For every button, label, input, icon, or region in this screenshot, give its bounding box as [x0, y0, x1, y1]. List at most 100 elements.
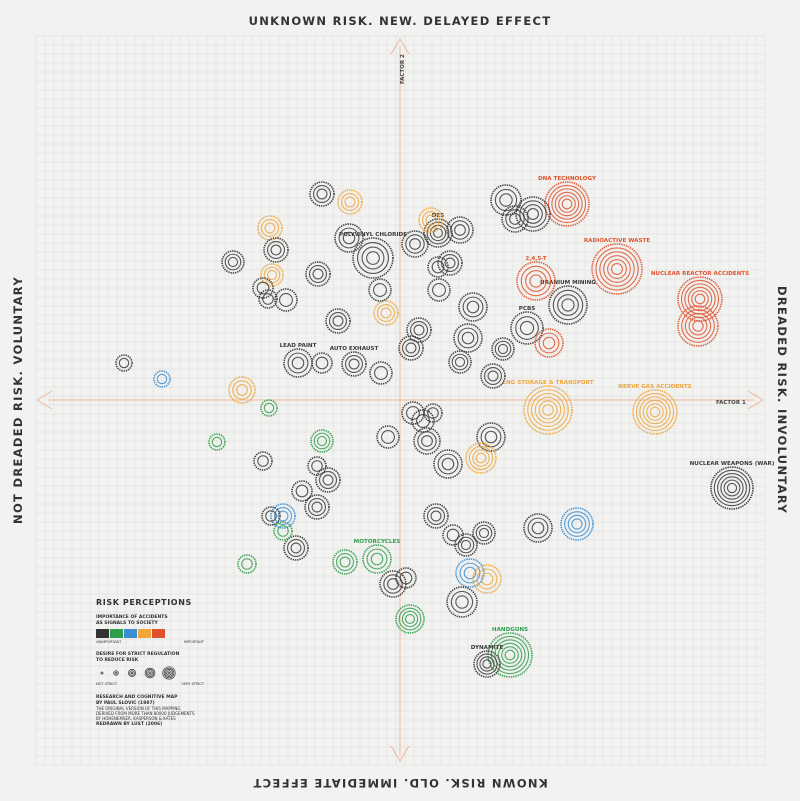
marker-ring — [270, 244, 282, 256]
marker-ring — [462, 296, 484, 318]
marker-ring — [427, 278, 451, 302]
marker-ring — [273, 506, 293, 526]
marker-ring — [523, 513, 553, 543]
marker-ring — [261, 506, 281, 526]
marker-ring — [312, 268, 324, 280]
marker-ring — [446, 216, 474, 244]
marker-ring — [480, 572, 494, 586]
risk-marker: PCBS — [510, 306, 544, 345]
marker-ring — [266, 269, 278, 281]
marker-ring — [713, 469, 751, 507]
risk-label: DNA TECHNOLOGY — [538, 176, 597, 182]
marker-ring — [252, 277, 274, 299]
marker-ring — [519, 200, 547, 228]
marker-ring — [283, 535, 309, 561]
marker-ring — [457, 536, 475, 554]
risk-marker — [454, 533, 478, 557]
marker-ring — [460, 539, 472, 551]
legend-regulation-label-2: TO REDUCE RISK — [96, 657, 139, 663]
marker-ring — [427, 256, 449, 278]
marker-ring — [491, 337, 515, 361]
marker-ring — [237, 554, 257, 574]
marker-ring — [287, 352, 309, 374]
marker-ring — [525, 270, 547, 292]
marker-ring — [448, 350, 472, 374]
marker-ring — [383, 574, 403, 594]
regulation-min-label: NOT STRICT — [96, 682, 118, 686]
marker-ring — [480, 426, 502, 448]
marker-ring — [342, 231, 356, 245]
edge-label-right: DREADED RISK. INVOLUNTARY — [775, 286, 789, 514]
marker-ring — [441, 457, 455, 471]
marker-ring — [692, 320, 704, 332]
risk-label: RADIOACTIVE WASTE — [584, 238, 650, 244]
risk-marker: POLYVINYL CHLORIDE — [339, 232, 407, 279]
marker-ring — [607, 259, 627, 279]
marker-ring — [381, 430, 395, 444]
marker-ring — [591, 243, 643, 295]
marker-ring — [274, 288, 298, 312]
marker-ring — [406, 317, 432, 343]
credits-line-2: DERIVED FROM MORE THAN 80000 JUDGEMENTS — [96, 711, 195, 716]
marker-ring — [547, 184, 587, 224]
marker-ring — [561, 298, 575, 312]
marker-ring — [387, 578, 399, 590]
risk-marker — [433, 449, 463, 479]
risk-marker — [310, 429, 334, 453]
marker-ring — [273, 521, 293, 541]
marker-ring — [677, 305, 719, 347]
factor1-label: FACTOR 1 — [716, 400, 746, 406]
marker-ring — [542, 336, 556, 350]
marker-ring — [339, 556, 351, 568]
marker-ring — [454, 356, 466, 368]
regulation-ring — [113, 670, 119, 676]
marker-ring — [404, 613, 415, 624]
marker-ring — [538, 400, 558, 420]
marker-ring — [476, 422, 506, 452]
marker-ring — [717, 473, 747, 503]
marker-ring — [552, 289, 584, 321]
risk-marker — [368, 278, 392, 302]
marker-ring — [427, 407, 439, 419]
marker-ring — [538, 332, 560, 354]
regulation-ring — [167, 671, 171, 675]
marker-ring — [328, 311, 348, 331]
risk-marker: 2,4,5-T — [516, 256, 556, 301]
marker-ring — [466, 300, 480, 314]
marker-ring — [450, 590, 474, 614]
risk-marker: DNA TECHNOLOGY — [538, 176, 597, 227]
marker-ring — [461, 331, 475, 345]
marker-ring — [318, 470, 338, 490]
marker-ring — [373, 283, 387, 297]
marker-ring — [310, 429, 334, 453]
risk-marker — [423, 403, 443, 423]
marker-ring — [356, 242, 389, 275]
risk-marker — [311, 352, 333, 374]
risk-marker — [261, 506, 281, 526]
regulation-ring — [128, 669, 136, 677]
marker-ring — [561, 198, 573, 210]
marker-ring — [291, 356, 305, 370]
marker-ring — [264, 222, 276, 234]
marker-ring — [635, 392, 675, 432]
marker-ring — [684, 312, 712, 340]
marker-ring — [413, 427, 441, 455]
marker-ring — [399, 571, 413, 585]
marker-ring — [451, 353, 469, 371]
risk-marker — [453, 323, 483, 353]
marker-ring — [529, 274, 543, 288]
risk-marker — [309, 181, 335, 207]
marker-ring — [632, 389, 678, 435]
risk-marker — [325, 308, 351, 334]
marker-ring — [455, 558, 485, 588]
marker-ring — [694, 293, 706, 305]
marker-ring — [649, 406, 661, 418]
marker-ring — [423, 403, 443, 423]
marker-ring — [401, 230, 429, 258]
marker-ring — [307, 497, 327, 517]
risk-marker: LNG STORAGE & TRANSPORT — [502, 380, 594, 435]
marker-ring — [277, 525, 289, 537]
marker-ring — [523, 204, 543, 224]
marker-ring — [316, 435, 328, 447]
marker-ring — [115, 354, 133, 372]
